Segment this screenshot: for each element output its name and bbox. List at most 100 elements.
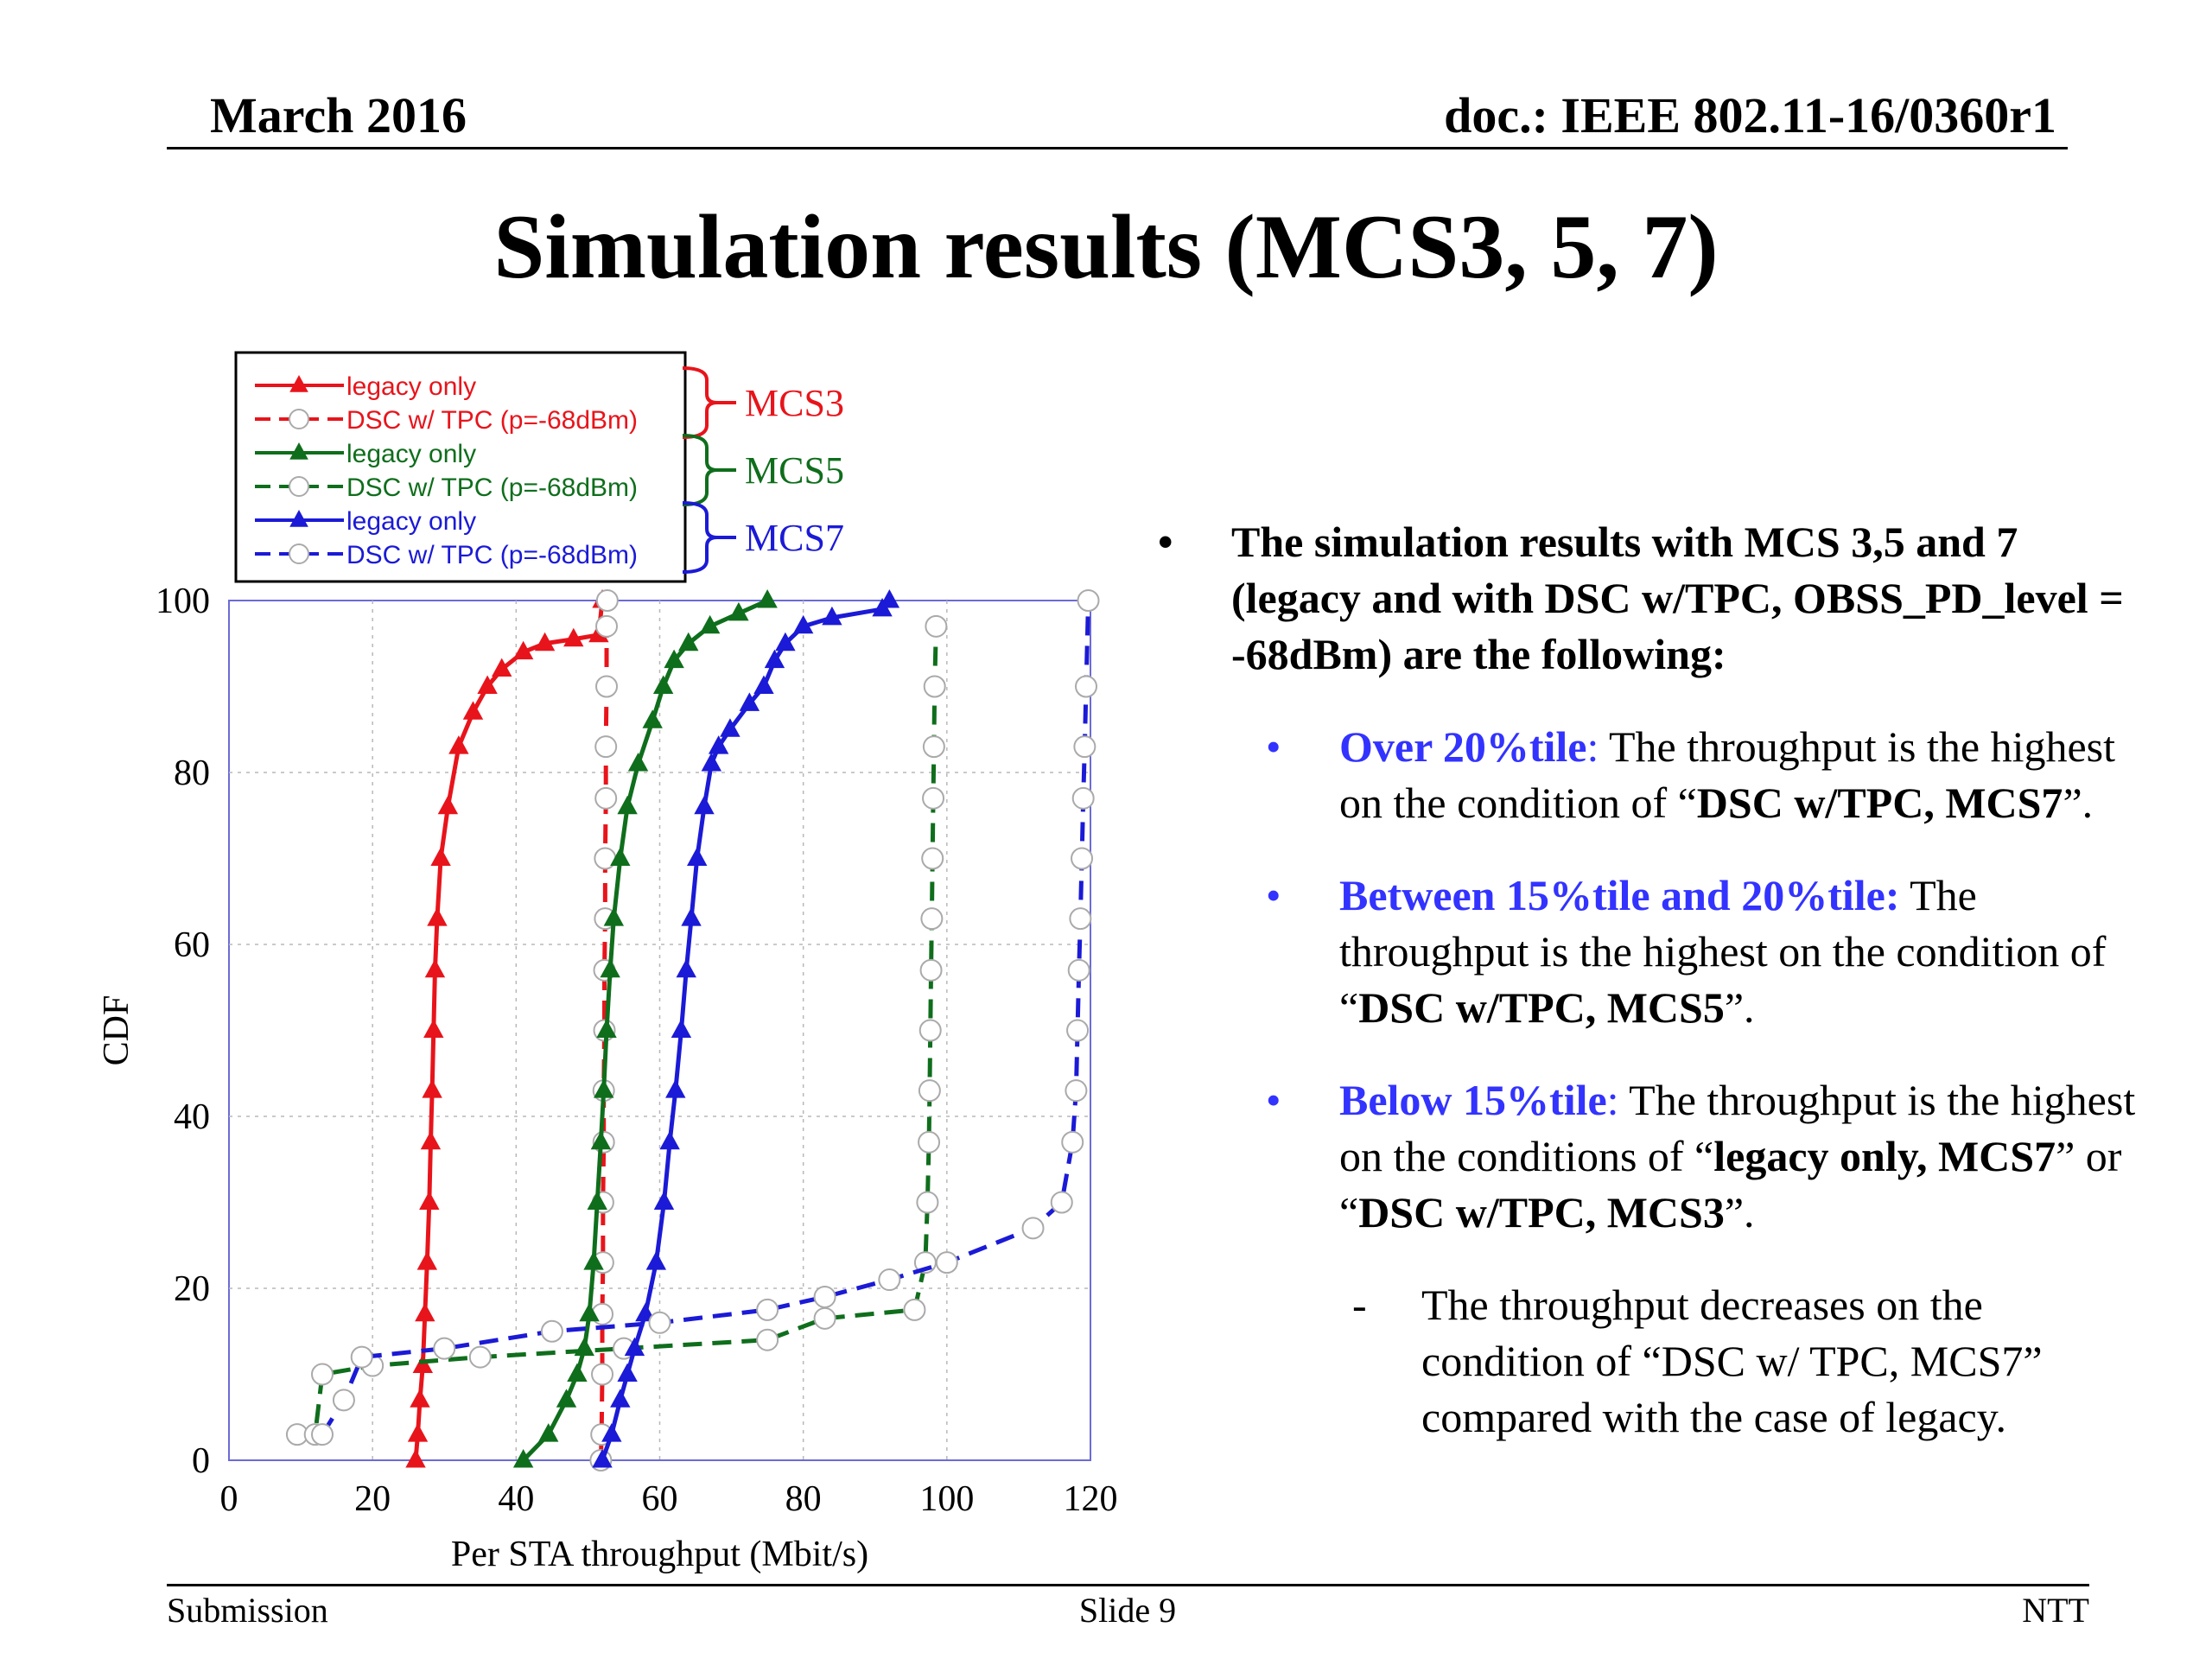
data-point [822,606,842,626]
data-point [687,847,708,866]
data-point [591,1363,614,1386]
data-point [424,958,446,978]
x-tick-label: 60 [642,1479,678,1519]
cdf-chart: 0 20 40 60 80 100 120 0 20 40 60 80 100 Per STA throu… [97,351,1118,1574]
data-point [563,627,584,647]
dash-icon: - [1352,1281,1367,1329]
data-point [665,1079,686,1098]
data-point [462,701,484,720]
data-point [756,1328,779,1351]
data-point [813,1285,836,1308]
legend-entry: legacy only [346,507,476,536]
data-point [757,589,778,608]
bullet-dot-icon: • [1266,871,1281,919]
data-point [595,614,619,638]
legend-marker [289,409,309,429]
data-point [415,1302,435,1322]
data-point [595,589,619,612]
data-point [728,601,749,621]
data-point [879,589,900,608]
data-point [437,795,459,815]
legend-entry: legacy only [346,440,476,468]
data-point [1067,958,1090,982]
legend-brace [682,501,736,574]
data-point [642,709,663,728]
y-axis-label: CDF [97,995,137,1066]
y-tick-label: 100 [156,582,210,621]
x-axis-label: Per STA throughput (Mbit/s) [451,1535,868,1574]
data-point [1066,1019,1090,1042]
series-mcs7-dsc [311,589,1100,1446]
data-point [708,735,729,754]
data-point [1069,907,1092,931]
data-point [678,632,699,652]
data-point [596,1019,617,1038]
data-point [1065,1079,1088,1103]
data-point [652,675,674,694]
data-point [676,958,696,978]
legend-entry: DSC w/ TPC (p=-68dBm) [346,541,638,569]
bullet-dot-icon: • [1266,1076,1281,1124]
bullet-dot-icon: • [1266,722,1281,771]
data-point [922,735,945,759]
header-date: March 2016 [210,87,467,143]
legend-marker [289,442,308,460]
sub-bullet-text: The throughput decreases on the conditio… [1421,1281,2043,1441]
data-point [792,614,814,634]
series-mcs5-legacy [512,589,778,1468]
data-point [600,958,620,978]
bullet-over-20: • Over 20%tile: The throughput is the hi… [1158,719,2152,831]
bullet-main-text: The simulation results with MCS 3,5 and … [1231,518,2124,678]
data-point [918,1079,941,1103]
x-tick-label: 20 [354,1479,391,1519]
legend-marker [289,375,308,392]
data-point [664,649,684,669]
data-point [1071,786,1095,810]
series-line [600,599,892,1461]
data-point [590,1130,612,1150]
data-point [617,1363,638,1382]
data-point [594,786,618,810]
x-tick-label: 120 [1064,1479,1118,1519]
data-point [1077,589,1100,612]
data-point [593,1079,614,1098]
data-point [653,1191,675,1210]
data-point [423,1019,444,1038]
data-point [922,786,945,810]
data-point [567,1363,588,1382]
data-point [594,735,618,759]
data-point [916,1191,939,1214]
data-point [753,675,774,694]
x-tick-label: 100 [919,1479,974,1519]
legend-group-label: MCS3 [745,382,844,424]
x-tick-label: 80 [785,1479,822,1519]
data-point [419,1191,440,1210]
legend-marker [289,543,309,564]
data-point [764,649,785,669]
y-tick-label: 20 [174,1269,210,1309]
footer-slide-number: Slide 9 [1078,1591,1177,1630]
data-point [579,1302,600,1322]
data-point [407,1423,429,1442]
data-point [1021,1217,1045,1240]
data-point [477,675,498,694]
legend-group-label: MCS5 [745,449,844,492]
data-point [610,1389,631,1408]
header-doc-id: doc.: IEEE 802.11-16/0360r1 [1444,87,2056,143]
data-point [405,1449,426,1468]
legend-group-label: MCS7 [745,517,844,559]
data-point [923,675,946,698]
data-point [512,1449,534,1468]
data-point [739,692,760,711]
data-point [701,753,722,772]
data-point [921,847,944,870]
data-point [624,1337,645,1357]
bullet-dot-icon: • [1158,518,1173,566]
data-point [648,1311,671,1334]
data-point [534,632,556,652]
data-point [430,847,451,866]
data-point [601,1423,622,1442]
bullet-main: • The simulation results with MCS 3,5 an… [1158,514,2152,683]
footer-org: NTT [2022,1591,2089,1630]
bullet-head: Between 15%tile and 20%tile: [1339,871,1900,919]
